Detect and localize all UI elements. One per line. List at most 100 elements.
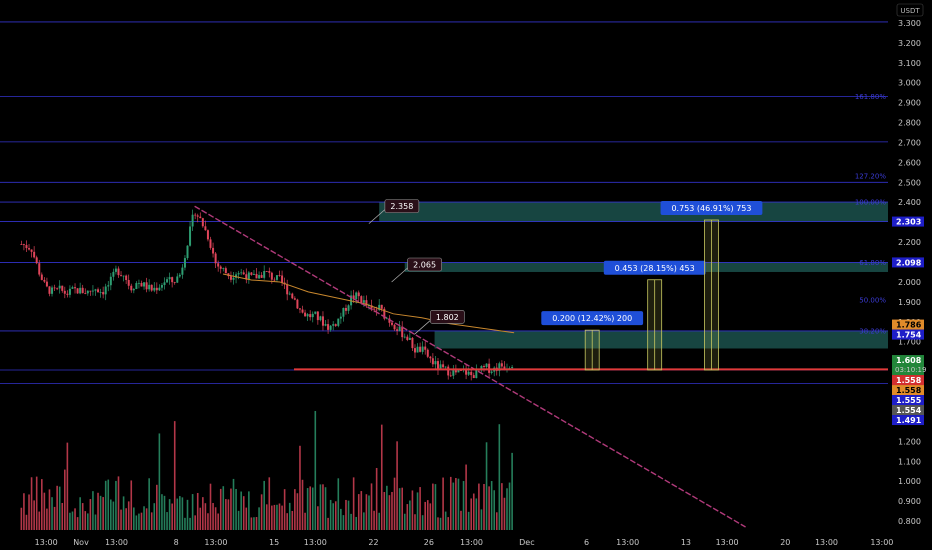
volume-bar <box>163 495 166 530</box>
candle-body <box>130 285 133 291</box>
candle-body <box>81 287 84 294</box>
price-badge-countdown: 03:10:19 <box>895 366 926 374</box>
volume-bar <box>94 514 97 530</box>
volume-bar <box>214 507 217 530</box>
volume-bar <box>51 497 53 530</box>
volume-bar <box>271 505 273 530</box>
candle-body <box>86 290 89 294</box>
volume-bar <box>235 488 237 530</box>
candle-body <box>449 375 452 377</box>
volume-bar <box>28 494 30 530</box>
volume-bar <box>314 410 317 530</box>
candle-body <box>265 271 268 272</box>
y-tick-label: 2.400 <box>898 198 921 207</box>
x-tick-label: 8 <box>174 538 179 547</box>
volume-bar <box>501 483 503 530</box>
x-tick-label: 26 <box>424 538 434 547</box>
candle-body <box>281 275 284 283</box>
y-tick-label: 1.100 <box>898 457 921 466</box>
volume-bar <box>294 489 296 530</box>
price-badge-label: 1.558 <box>896 386 922 395</box>
candle-body <box>107 285 110 287</box>
price-axis[interactable]: 0.8000.9001.0001.1001.2001.3001.4001.500… <box>892 19 926 526</box>
candle-body <box>150 284 153 291</box>
candle-body <box>51 287 54 294</box>
y-tick-label: 3.300 <box>898 19 921 28</box>
candle-body <box>286 284 289 295</box>
volume-bar <box>76 517 79 530</box>
candle-body <box>153 287 156 291</box>
volume-bar <box>227 499 230 530</box>
candle-body <box>158 287 161 291</box>
callout-text: 2.065 <box>413 260 436 269</box>
candle-body <box>454 370 457 373</box>
x-tick-label: 13:00 <box>460 538 483 547</box>
target-zone <box>379 202 888 222</box>
volume-bar <box>393 477 396 530</box>
volume-bar <box>232 478 235 530</box>
candle-body <box>206 230 209 240</box>
measure-tools[interactable]: 0.200 (12.42%) 200 0.453 (28.15%) 453 0.75… <box>541 200 763 371</box>
candle-body <box>173 282 176 283</box>
volume-bar <box>46 508 48 530</box>
price-badge-label: 1.558 <box>896 376 922 385</box>
candle-body <box>242 272 245 275</box>
volume-bar <box>20 507 23 530</box>
x-tick-label: 13:00 <box>35 538 58 547</box>
volume-bar <box>125 508 127 530</box>
y-tick-label: 2.500 <box>898 178 921 187</box>
candle-body <box>199 216 202 219</box>
candle-body <box>71 287 74 289</box>
measure-label-bg <box>603 260 706 275</box>
candle-body <box>235 274 238 278</box>
volume-bar <box>64 469 66 530</box>
price-badge <box>892 257 924 268</box>
volume-bar <box>166 512 168 530</box>
x-tick-label: 13:00 <box>616 538 639 547</box>
time-axis[interactable]: 13:00 Nov 13:00 8 13:00 15 13:00 22 26 13:00 Dec 6 1… <box>35 538 894 547</box>
candle-body <box>375 309 378 311</box>
candle-body <box>222 268 225 269</box>
volume-bar <box>260 494 263 530</box>
candle-body <box>137 282 140 284</box>
volume-bar <box>467 511 470 530</box>
trendline[interactable] <box>194 205 746 528</box>
y-tick-label: 3.000 <box>898 79 921 88</box>
candle-body <box>342 307 345 317</box>
volume-bar <box>276 504 278 530</box>
candle-body <box>43 279 46 282</box>
volume-bar <box>291 510 294 530</box>
candle-body <box>398 326 401 331</box>
moving-average-line <box>222 273 515 334</box>
candle-body <box>122 275 125 277</box>
candle-body <box>403 336 406 338</box>
candle-body <box>58 285 61 289</box>
volume-bar <box>403 513 406 530</box>
candle-body <box>66 293 69 295</box>
candle-body <box>480 366 483 371</box>
candle-body <box>145 282 148 290</box>
candle-body <box>304 312 307 317</box>
volume-bar <box>202 497 204 530</box>
volume-bar <box>304 512 306 530</box>
candle-body <box>406 336 409 340</box>
candle-body <box>140 282 143 287</box>
candle-body <box>102 292 105 295</box>
price-badge <box>892 415 924 426</box>
volume-bar <box>495 512 498 530</box>
volume-bar <box>365 494 368 530</box>
candle-body <box>38 263 41 275</box>
candle-body <box>33 251 36 258</box>
candle-body <box>214 253 217 264</box>
price-badge-label: 1.786 <box>896 321 922 330</box>
candle-body <box>171 277 174 283</box>
volume-bar <box>383 491 386 530</box>
candle-body <box>347 305 350 311</box>
candle-body <box>485 363 488 367</box>
volume-bar <box>143 506 145 530</box>
volume-bar <box>179 496 181 530</box>
candle-body <box>490 371 493 373</box>
price-badge <box>892 395 924 406</box>
volume-bar <box>104 480 107 530</box>
